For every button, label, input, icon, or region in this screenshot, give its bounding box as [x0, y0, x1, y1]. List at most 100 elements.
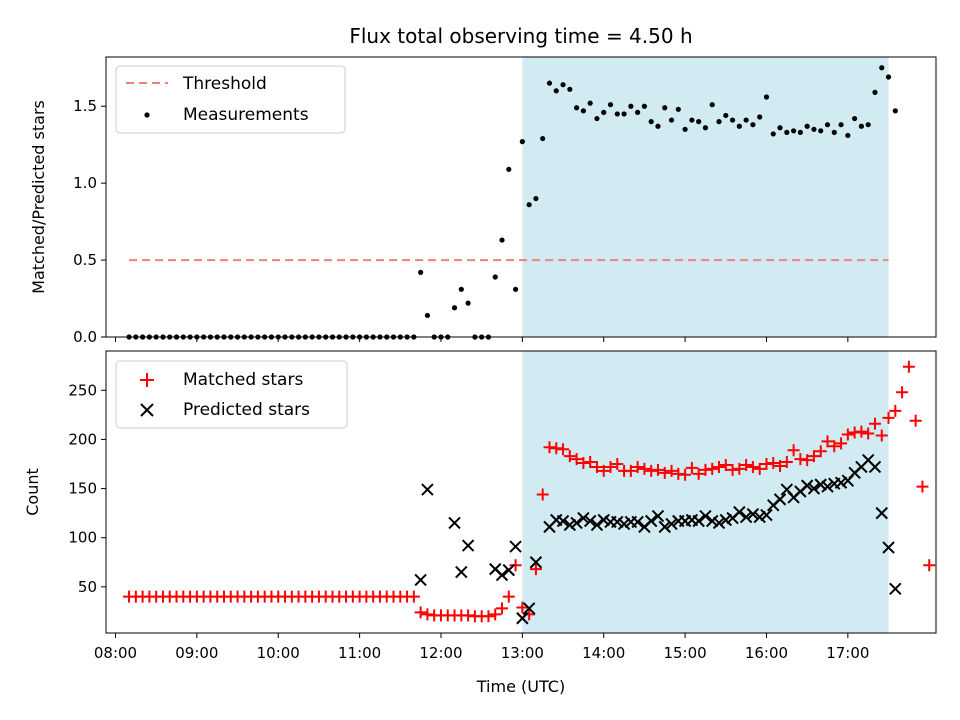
- measurement-point: [852, 115, 858, 122]
- matched-star-point: [631, 460, 644, 473]
- ratio-panel: 0.0 0.5 1.0 1.5 Matched/Predicted stars Thr…: [29, 56, 937, 346]
- count-panel: 50 100 150 200 250 08:00 09:00 10:00 11:00 12:00…: [23, 350, 937, 696]
- matched-star-point: [896, 386, 909, 399]
- measurement-point: [723, 112, 729, 119]
- measurement-point: [763, 94, 770, 100]
- matched-star-point: [719, 458, 732, 471]
- bottom-x-ticks: 08:00 09:00 10:00 11:00 12:00 13:00 14:00 15:00…: [94, 633, 869, 662]
- matched-star-point: [780, 456, 793, 469]
- measurement-point: [451, 305, 458, 311]
- measurement-point: [682, 126, 688, 132]
- matched-star-point: [584, 456, 597, 469]
- legend-predicted-label: Predicted stars: [183, 400, 310, 420]
- predicted-star-point: [516, 612, 529, 625]
- measurement-point: [628, 103, 634, 109]
- measurement-point: [601, 109, 607, 115]
- measurement-point: [458, 286, 464, 292]
- measurement-point: [546, 80, 553, 86]
- matched-star-point: [916, 480, 929, 493]
- predicted-star-point: [746, 507, 760, 521]
- y-tick-label: 1.0: [73, 174, 97, 192]
- matched-star-point: [902, 360, 915, 373]
- predicted-star-point: [875, 506, 888, 520]
- predicted-star-point: [529, 556, 543, 569]
- matched-star-point: [665, 464, 678, 477]
- measurement-point: [635, 109, 641, 115]
- top-axes-frame: [105, 56, 937, 338]
- matched-star-point: [767, 457, 780, 470]
- predicted-star-point: [583, 514, 597, 528]
- bottom-legend: Matched stars Predicted stars: [115, 360, 348, 429]
- predicted-star-point: [800, 479, 814, 492]
- matched-star-point: [489, 608, 502, 621]
- matched-star-point: [875, 429, 888, 442]
- matched-star-point: [557, 443, 570, 456]
- predicted-star-point: [421, 483, 434, 496]
- predicted-star-point: [414, 573, 427, 587]
- measurement-point: [540, 135, 546, 142]
- measurement-point: [668, 117, 675, 123]
- measurement-point: [648, 119, 654, 125]
- measurement-point: [567, 86, 573, 92]
- legend-measurements-label: Measurements: [183, 105, 309, 125]
- predicted-star-point: [556, 514, 570, 528]
- matched-star-point: [590, 460, 603, 473]
- y-tick-label: 100: [68, 529, 97, 547]
- matched-star-point: [570, 453, 583, 466]
- top-observing-span: [522, 57, 889, 337]
- measurement-point: [885, 74, 892, 80]
- measurement-point: [743, 117, 749, 123]
- predicted-star-point: [644, 514, 658, 528]
- matched-stars-points: [123, 360, 936, 623]
- measurement-point: [865, 122, 871, 128]
- matched-star-point: [638, 462, 651, 475]
- matched-star-point: [733, 462, 746, 475]
- matched-star-point: [496, 602, 509, 615]
- x-tick-label: 13:00: [501, 644, 544, 662]
- top-y-axis-label: Matched/Predicted stars: [29, 100, 48, 294]
- measurement-point: [818, 128, 824, 134]
- y-tick-label: 200: [68, 430, 97, 448]
- measurement-point: [831, 129, 837, 135]
- predicted-star-point: [807, 482, 821, 495]
- matched-star-point: [787, 444, 800, 457]
- matched-star-point: [801, 454, 814, 467]
- matched-star-point: [502, 590, 515, 603]
- predicted-star-point: [495, 568, 509, 582]
- measurement-point: [689, 117, 695, 123]
- measurement-point: [784, 129, 790, 135]
- matched-star-point: [407, 590, 420, 603]
- matched-star-point: [828, 440, 841, 453]
- measurement-point: [675, 106, 681, 112]
- bottom-y-axis-label: Count: [23, 468, 42, 516]
- measurement-point: [574, 105, 580, 111]
- legend-threshold-label: Threshold: [182, 74, 267, 94]
- legend-predicted-swatch: [140, 403, 154, 417]
- measurement-point: [777, 125, 783, 131]
- measurement-point: [621, 111, 627, 117]
- legend-measurements-swatch: [144, 112, 150, 118]
- x-tick-label: 10:00: [257, 644, 300, 662]
- measurement-point: [736, 123, 742, 129]
- y-tick-label: 150: [68, 480, 97, 498]
- predicted-star-point: [733, 505, 746, 519]
- matched-star-point: [679, 468, 692, 481]
- measurement-point: [702, 125, 709, 131]
- measurement-point: [418, 269, 424, 275]
- matched-star-point: [855, 425, 868, 438]
- bottom-y-ticks: 50 100 150 200 250: [68, 381, 106, 596]
- matched-star-point: [746, 460, 759, 473]
- predicted-star-point: [651, 509, 665, 523]
- predicted-star-point: [590, 518, 604, 532]
- matched-star-point: [862, 427, 875, 440]
- measurement-point: [560, 82, 566, 88]
- predicted-star-point: [692, 514, 705, 528]
- measurement-point: [580, 108, 586, 114]
- measurement-point: [533, 195, 539, 202]
- matched-star-point: [821, 435, 834, 448]
- predicted-star-point: [658, 520, 671, 534]
- predicted-star-point: [760, 508, 773, 522]
- measurement-point: [594, 115, 600, 122]
- predicted-stars-points: [414, 453, 902, 625]
